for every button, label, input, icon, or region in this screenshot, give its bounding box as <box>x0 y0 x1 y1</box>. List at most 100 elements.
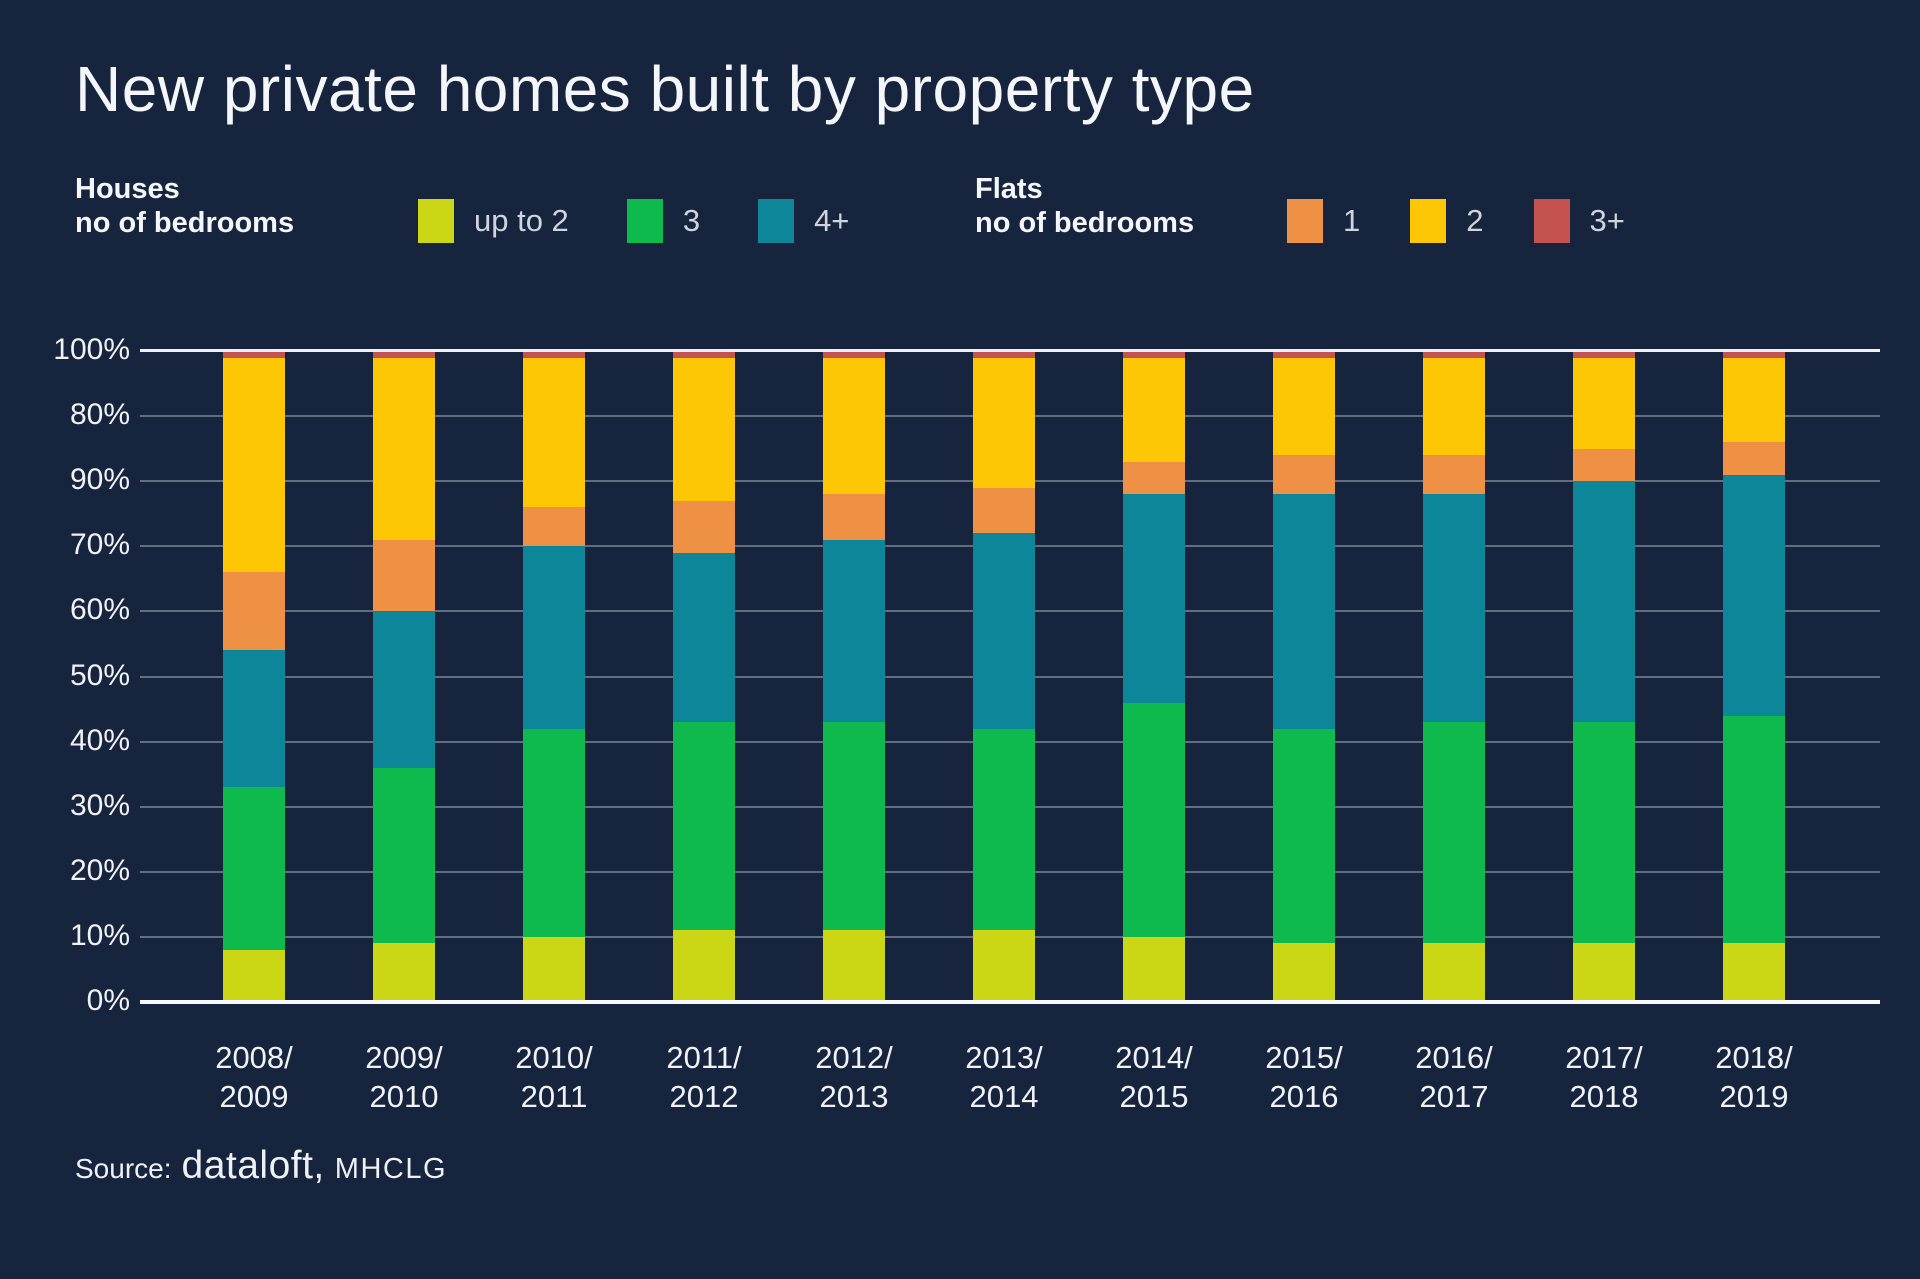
x-axis-label-line1: 2015/ <box>1265 1040 1343 1075</box>
legend-item-houses-4plus: 4+ <box>758 199 849 243</box>
legend-flats-title-line2: no of bedrooms <box>975 207 1195 239</box>
bar-segment-flats-3plus <box>1423 351 1485 358</box>
x-axis-label-line1: 2011/ <box>666 1040 742 1075</box>
bar-segment-houses-3 <box>373 767 435 944</box>
bar-2012-2013 <box>823 351 885 1002</box>
x-axis-label-2009-2010: 2009/2010 <box>324 1038 484 1116</box>
bar-segment-houses-3 <box>1573 722 1635 944</box>
x-axis-label-line2: 2011 <box>520 1079 588 1114</box>
legend-item-flats-2: 2 <box>1410 199 1484 243</box>
legend-swatch-flats-3plus <box>1533 199 1570 243</box>
x-axis-label-line2: 2017 <box>1419 1079 1489 1114</box>
bar-2010-2011 <box>523 351 585 1002</box>
x-axis-label-2016-2017: 2016/2017 <box>1374 1038 1534 1116</box>
bar-segment-houses-up-to-2 <box>673 930 735 1002</box>
bar-segment-flats-1 <box>1423 455 1485 495</box>
bar-segment-flats-1 <box>1123 461 1185 495</box>
legend-item-flats-1: 1 <box>1287 199 1360 243</box>
bar-segment-flats-1 <box>1723 442 1785 475</box>
x-axis-label-2014-2015: 2014/2015 <box>1074 1038 1234 1116</box>
bar-segment-flats-3plus <box>1123 351 1185 358</box>
x-axis-label-line1: 2016/ <box>1415 1040 1493 1075</box>
bar-segment-flats-3plus <box>823 351 885 358</box>
bar-segment-flats-1 <box>223 572 285 651</box>
legend-label: 2 <box>1466 203 1484 238</box>
bar-segment-flats-3plus <box>523 351 585 358</box>
legend-item-houses-up-to-2: up to 2 <box>418 199 569 243</box>
bar-segment-flats-1 <box>373 539 435 612</box>
bar-segment-houses-4plus <box>223 650 285 788</box>
bar-2018-2019 <box>1723 351 1785 1002</box>
bar-2009-2010 <box>373 351 435 1002</box>
bar-segment-flats-1 <box>1573 448 1635 482</box>
bar-segment-flats-3plus <box>223 351 285 358</box>
x-axis-label-2018-2019: 2018/2019 <box>1674 1038 1834 1116</box>
gridline-100pct <box>140 349 1880 352</box>
legend-label: 4+ <box>814 203 850 238</box>
legend-flats-title-line1: Flats <box>975 173 1043 205</box>
bar-segment-flats-1 <box>1273 455 1335 495</box>
bar-segment-houses-4plus <box>1573 481 1635 723</box>
bar-segment-houses-up-to-2 <box>1423 943 1485 1002</box>
bar-segment-flats-2 <box>223 357 285 573</box>
chart-title: New private homes built by property type <box>75 53 1255 125</box>
bar-segment-houses-4plus <box>373 611 435 768</box>
x-axis-label-line2: 2014 <box>969 1079 1039 1114</box>
y-axis-label: 90% <box>69 463 130 497</box>
legend-swatch-houses-up-to-2 <box>418 199 454 243</box>
x-axis-label-line2: 2013 <box>819 1079 889 1114</box>
bar-segment-houses-up-to-2 <box>1123 936 1185 1002</box>
y-axis-label: 40% <box>69 723 130 757</box>
legend-label: 1 <box>1343 203 1361 238</box>
x-axis-label-line2: 2012 <box>669 1079 739 1114</box>
source-prefix: Source: <box>75 1153 172 1184</box>
bar-segment-flats-2 <box>1123 357 1185 462</box>
bar-segment-flats-2 <box>1723 357 1785 443</box>
source-line: Source: dataloft, MHCLG <box>75 1144 447 1188</box>
bar-segment-houses-3 <box>1273 728 1335 944</box>
gridline-0pct <box>140 1000 1880 1004</box>
bar-2008-2009 <box>223 351 285 1002</box>
bar-segment-flats-3plus <box>673 351 735 358</box>
bar-2014-2015 <box>1123 351 1185 1002</box>
x-axis-label-2017-2018: 2017/2018 <box>1524 1038 1684 1116</box>
bar-segment-flats-3plus <box>1273 351 1335 358</box>
x-axis-label-2008-2009: 2008/2009 <box>174 1038 334 1116</box>
bar-segment-houses-up-to-2 <box>823 930 885 1002</box>
bar-segment-flats-3plus <box>373 351 435 358</box>
bar-segment-houses-3 <box>973 728 1035 931</box>
x-axis-label-line2: 2018 <box>1569 1079 1639 1114</box>
bar-2017-2018 <box>1573 351 1635 1002</box>
legend-flats-items: 1 2 3+ <box>1287 199 1625 243</box>
x-axis-label-line1: 2018/ <box>1715 1040 1793 1075</box>
bar-segment-flats-2 <box>673 357 735 501</box>
bar-segment-houses-4plus <box>1423 494 1485 723</box>
bar-segment-flats-3plus <box>1723 351 1785 358</box>
x-axis-label-2012-2013: 2012/2013 <box>774 1038 934 1116</box>
bar-segment-houses-4plus <box>523 546 585 729</box>
legend-houses-title-line1: Houses <box>75 173 180 205</box>
bar-segment-houses-up-to-2 <box>223 949 285 1002</box>
y-axis-label: 60% <box>69 593 130 627</box>
bar-segment-houses-3 <box>823 722 885 931</box>
bar-segment-houses-up-to-2 <box>1723 943 1785 1002</box>
x-axis-label-line2: 2019 <box>1719 1079 1789 1114</box>
bar-segment-houses-3 <box>523 728 585 937</box>
legend-item-houses-3: 3 <box>626 199 700 243</box>
bar-segment-flats-2 <box>973 357 1035 488</box>
bar-segment-flats-2 <box>1423 357 1485 456</box>
x-axis-label-2011-2012: 2011/2012 <box>624 1038 784 1116</box>
legend-houses-title: Houses no of bedrooms <box>75 172 294 240</box>
x-axis-label-line1: 2017/ <box>1565 1040 1643 1075</box>
bar-segment-flats-1 <box>673 500 735 553</box>
bar-segment-flats-1 <box>973 487 1035 534</box>
x-axis-label-line1: 2012/ <box>815 1040 893 1075</box>
legend-swatch-flats-1 <box>1287 199 1323 243</box>
bar-segment-flats-3plus <box>973 351 1035 358</box>
legend-swatch-flats-2 <box>1410 199 1447 243</box>
bar-segment-houses-up-to-2 <box>973 930 1035 1002</box>
bar-segment-houses-4plus <box>1273 494 1335 729</box>
legend-swatch-houses-4plus <box>758 199 795 243</box>
x-axis-label-line1: 2008/ <box>215 1040 293 1075</box>
